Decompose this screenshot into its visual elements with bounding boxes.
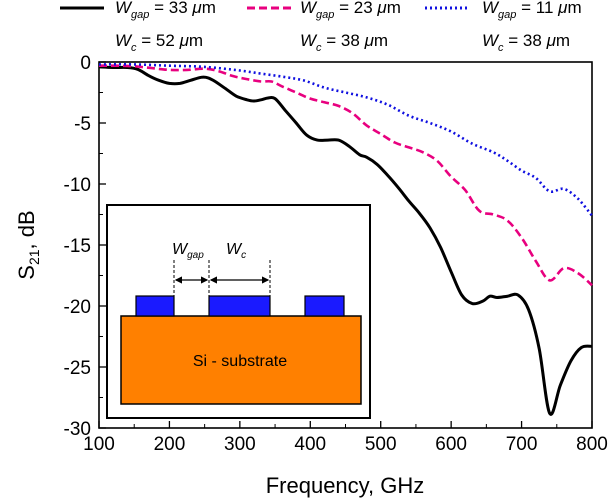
inset-schematic: Si - substrate Wgap Wc xyxy=(106,204,371,419)
y-axis-title-sub: 21 xyxy=(26,249,42,265)
x-tick-label-300: 300 xyxy=(224,434,256,455)
data-series xyxy=(98,63,594,416)
legend-label-s1-gap: Wgap = 33 μm xyxy=(115,0,216,21)
y-axis-title: S21, dB xyxy=(14,210,42,279)
x-tick-label-200: 200 xyxy=(154,434,186,455)
inset-substrate-label: Si - substrate xyxy=(193,353,287,370)
legend-entry-s2: Wgap = 23 μm Wc = 38 μm xyxy=(247,0,401,54)
x-tick-label-600: 600 xyxy=(435,434,467,455)
y-axis-title-main: S xyxy=(14,265,39,280)
axis-ticks: 100 200 300 400 500 600 700 800 0 -5 -10 -15 -20 -25 -… xyxy=(64,53,608,455)
inset-ground-strip-left xyxy=(135,295,175,317)
x-tick-label-500: 500 xyxy=(365,434,397,455)
legend-entry-s1: Wgap = 33 μm Wc = 52 μm xyxy=(60,0,216,54)
x-tick-label-100: 100 xyxy=(83,434,115,455)
inset-ground-strip-right xyxy=(304,295,345,317)
series-line-s1 xyxy=(98,65,593,416)
legend-entry-s3: Wgap = 11 μm Wc = 38 μm xyxy=(425,0,582,54)
y-tick-label--5: -5 xyxy=(74,114,91,135)
y-tick-label--10: -10 xyxy=(64,175,91,196)
inset-center-strip xyxy=(208,295,271,317)
legend-label-s2-c: Wc = 38 μm xyxy=(300,31,388,54)
legend-label-s1-c: Wc = 52 μm xyxy=(115,31,203,54)
legend-label-s3-c: Wc = 38 μm xyxy=(482,31,570,54)
series-line-s3 xyxy=(98,63,594,217)
x-tick-label-700: 700 xyxy=(506,434,538,455)
y-tick-label--25: -25 xyxy=(64,358,91,379)
inset-substrate xyxy=(120,315,362,405)
inset-label-c: Wc xyxy=(226,241,246,261)
y-tick-label-0: 0 xyxy=(80,53,91,74)
legend-label-s2-gap: Wgap = 23 μm xyxy=(300,0,401,21)
series-line-s2 xyxy=(98,64,593,287)
y-axis-title-rest: , dB xyxy=(14,210,39,249)
inset-label-gap: Wgap xyxy=(172,241,204,261)
y-tick-label--20: -20 xyxy=(64,297,91,318)
legend-label-s3-gap: Wgap = 11 μm xyxy=(482,0,582,21)
legend: Wgap = 33 μm Wc = 52 μm Wgap = 23 μm Wc … xyxy=(60,0,582,54)
x-axis-title: Frequency, GHz xyxy=(266,473,425,498)
y-tick-label--30: -30 xyxy=(64,419,91,440)
y-tick-label--15: -15 xyxy=(64,236,91,257)
x-tick-label-800: 800 xyxy=(576,434,608,455)
x-tick-label-400: 400 xyxy=(294,434,326,455)
